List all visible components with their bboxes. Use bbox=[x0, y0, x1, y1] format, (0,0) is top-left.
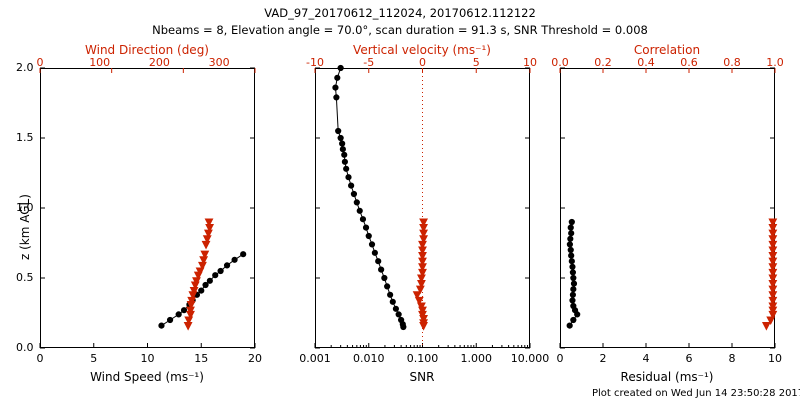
x-tick: 5 bbox=[90, 352, 98, 365]
panel-wind bbox=[40, 68, 255, 348]
x-tick: 2 bbox=[599, 352, 607, 365]
y-tick: 1.5 bbox=[16, 131, 34, 144]
x2-tick: 0.6 bbox=[680, 56, 698, 69]
y-tick: 0.5 bbox=[16, 271, 34, 284]
x-tick: 1.000 bbox=[460, 352, 493, 365]
plot-created-caption: Plot created on Wed Jun 14 23:50:28 2017 bbox=[592, 388, 800, 399]
x-tick: 10.000 bbox=[510, 352, 550, 365]
x-tick: 10 bbox=[768, 352, 782, 365]
x2-tick: 300 bbox=[208, 56, 230, 69]
x-tick: 0.001 bbox=[299, 352, 331, 365]
figure-title: VAD_97_20170612_112024, 20170612.112122 bbox=[264, 6, 536, 20]
vertical-velocity-axis-label: Vertical velocity (ms⁻¹) bbox=[353, 43, 491, 57]
x2-tick: 0.4 bbox=[637, 56, 655, 69]
figure-subtitle: Nbeams = 8, Elevation angle = 70.0°, sca… bbox=[152, 23, 648, 37]
x-tick: 0.010 bbox=[353, 352, 385, 365]
x2-tick: 0 bbox=[419, 56, 426, 69]
x-tick: 8 bbox=[728, 352, 736, 365]
x2-tick: 0.0 bbox=[551, 56, 569, 69]
x2-tick: -5 bbox=[363, 56, 375, 69]
y-tick: 0.0 bbox=[16, 341, 34, 354]
x-tick: 0 bbox=[556, 352, 564, 365]
x-tick: 0.100 bbox=[406, 352, 439, 365]
x-tick: 0 bbox=[36, 352, 44, 365]
residual-axis-label: Residual (ms⁻¹) bbox=[620, 370, 714, 384]
x2-tick: 0 bbox=[36, 56, 44, 69]
x2-tick: 0.2 bbox=[594, 56, 612, 69]
x-tick: 15 bbox=[194, 352, 209, 365]
snr-axis-label: SNR bbox=[409, 370, 435, 384]
x2-tick: 5 bbox=[472, 56, 480, 69]
x2-tick: 1.0 bbox=[766, 56, 784, 69]
x-tick: 6 bbox=[685, 352, 693, 365]
x-tick: 20 bbox=[248, 352, 262, 365]
x2-tick: 0.8 bbox=[723, 56, 741, 69]
correlation-axis-label: Correlation bbox=[633, 43, 701, 57]
x2-tick: -10 bbox=[306, 56, 324, 69]
x-tick: 10 bbox=[140, 352, 155, 365]
x2-tick: 100 bbox=[89, 56, 111, 69]
x-tick: 4 bbox=[642, 352, 650, 365]
y-tick: 2.0 bbox=[16, 61, 34, 74]
wind-speed-axis-label: Wind Speed (ms⁻¹) bbox=[90, 370, 204, 384]
y-tick: 1.0 bbox=[16, 201, 34, 214]
x2-tick: 10 bbox=[523, 56, 537, 69]
wind-direction-axis-label: Wind Direction (deg) bbox=[85, 43, 209, 57]
panel-residual bbox=[560, 68, 775, 348]
x2-tick: 200 bbox=[148, 56, 170, 69]
